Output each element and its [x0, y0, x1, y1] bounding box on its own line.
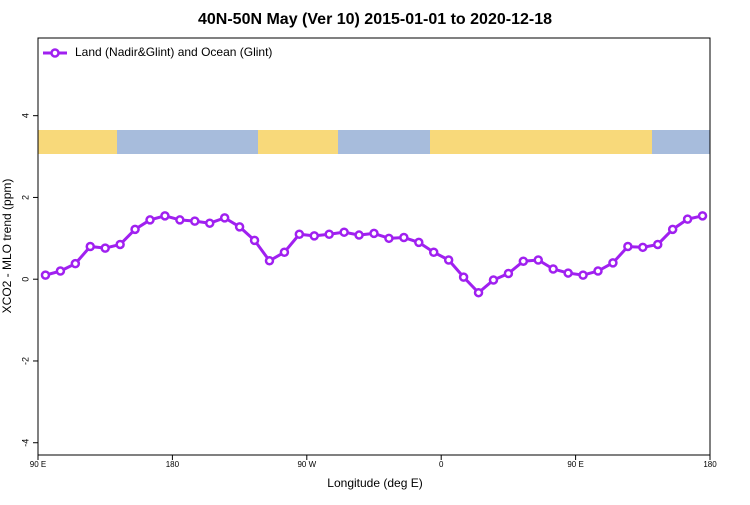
point — [145, 215, 155, 225]
point — [70, 258, 81, 269]
x-axis-label: Longitude (deg E) — [327, 476, 422, 490]
point — [428, 247, 439, 257]
series-line — [45, 214, 703, 295]
point — [548, 264, 558, 274]
point — [488, 275, 499, 285]
y-tick-label: 0 — [20, 277, 30, 282]
point — [638, 242, 648, 253]
point — [115, 239, 125, 250]
point — [563, 268, 573, 278]
point — [414, 237, 424, 248]
y-tick-label: 4 — [20, 113, 30, 118]
point — [100, 243, 110, 253]
legend-marker — [50, 48, 60, 58]
point — [130, 224, 140, 235]
point — [503, 268, 514, 279]
point — [458, 272, 469, 282]
point — [473, 287, 484, 298]
plot-frame — [37, 37, 711, 456]
point — [294, 229, 305, 239]
x-tick-label: 180 — [166, 460, 180, 469]
point — [667, 224, 678, 235]
x-tick-label: 180 — [703, 460, 717, 469]
point — [652, 239, 663, 250]
x-tick-label: 90 E — [30, 460, 46, 469]
point — [533, 255, 544, 265]
point — [623, 241, 633, 252]
legend-label: Land (Nadir&Glint) and Ocean (Glint) — [75, 45, 272, 59]
x-tick-label: 0 — [439, 460, 444, 469]
point — [40, 270, 51, 280]
point — [160, 211, 170, 221]
map-strip — [38, 130, 710, 154]
point — [85, 241, 96, 252]
point — [608, 258, 618, 268]
y-axis-label: XCO2 - MLO trend (ppm) — [0, 179, 14, 314]
x-tick-label: 90 E — [567, 460, 583, 469]
point — [309, 231, 320, 241]
point — [279, 247, 290, 257]
point — [399, 232, 409, 243]
point — [190, 216, 200, 226]
point — [204, 218, 215, 228]
point — [384, 233, 394, 244]
chart-title: 40N-50N May (Ver 10) 2015-01-01 to 2020-… — [198, 11, 552, 28]
point — [518, 256, 529, 266]
y-tick-label: -2 — [20, 357, 30, 365]
point — [175, 215, 185, 225]
point — [234, 222, 245, 232]
point — [264, 256, 275, 266]
point — [324, 229, 334, 239]
point — [578, 270, 588, 280]
point — [339, 227, 349, 237]
point — [55, 266, 66, 276]
point — [249, 235, 260, 246]
point — [369, 228, 379, 239]
x-tick-label: 90 W — [297, 460, 316, 469]
point — [697, 211, 708, 221]
y-tick-label: -4 — [20, 439, 30, 447]
point — [219, 213, 230, 223]
point — [593, 266, 603, 276]
y-tick-label: 2 — [20, 195, 30, 200]
point — [354, 230, 364, 240]
point — [682, 214, 693, 224]
point — [443, 255, 454, 265]
